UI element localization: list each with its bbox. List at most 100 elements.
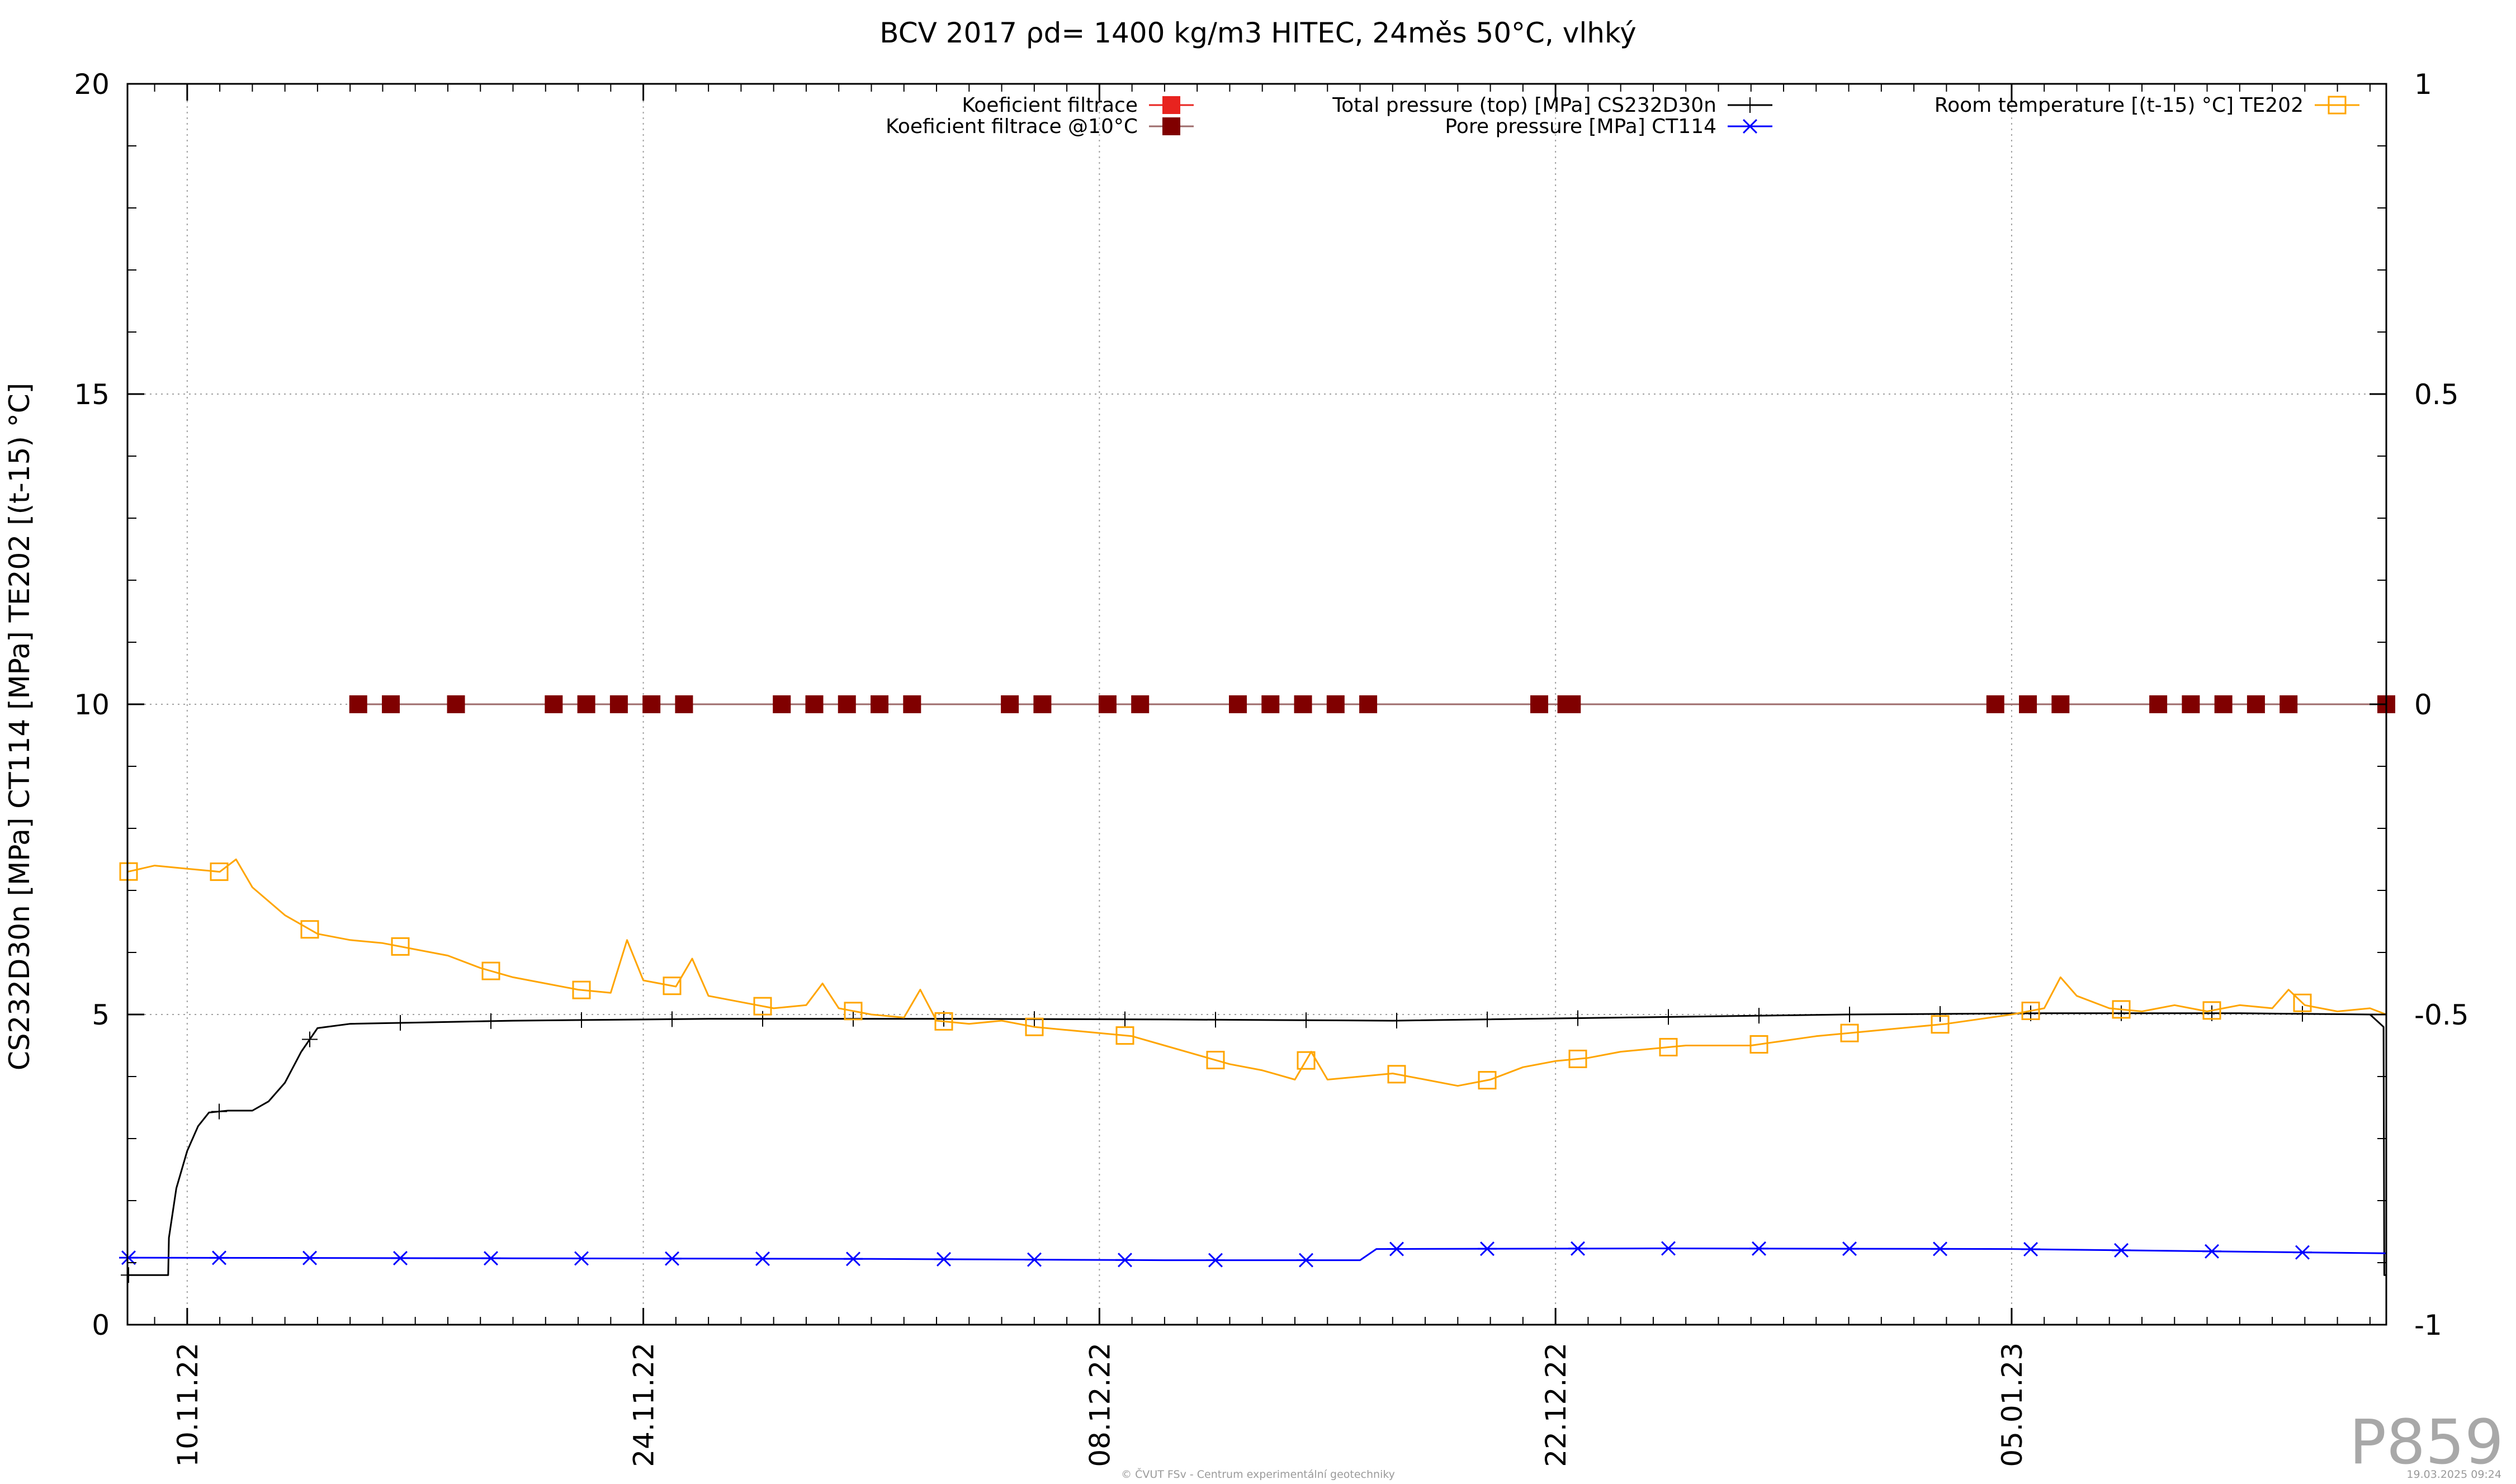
- data-point: [1387, 1241, 1406, 1257]
- legend-label: Room temperature [(t-15) °C] TE202: [1935, 94, 2304, 117]
- y2-tick-label: 0.5: [2414, 378, 2459, 411]
- data-point: [1298, 1012, 1314, 1028]
- axes: 0 5 10 15 20 -1 -0.5 0 0.5 1 10.11.22 24.11.22 08.12…: [74, 68, 2468, 1467]
- legend-label: Pore pressure [MPa] CT114: [1445, 115, 1716, 138]
- data-point: [119, 862, 138, 881]
- data-point: [447, 695, 465, 713]
- data-point: [1206, 1253, 1225, 1268]
- x-tick-label: 08.12.22: [1084, 1343, 1116, 1467]
- data-point: [1751, 1008, 1767, 1024]
- data-point: [1294, 695, 1312, 713]
- data-point: [1931, 1015, 1950, 1034]
- x-tick-label: 10.11.22: [172, 1343, 204, 1467]
- data-point: [1659, 1037, 1678, 1056]
- data-point: [391, 937, 410, 956]
- data-point: [302, 1031, 318, 1047]
- y-axis-title: CS232D30n [MPa] CT114 [MPa] TE202 [(t-15…: [3, 383, 36, 1070]
- legend-sample-marker: [1162, 96, 1180, 114]
- y2-tick-label: -0.5: [2414, 999, 2469, 1031]
- data-point: [211, 1103, 227, 1120]
- data-point: [1568, 1049, 1587, 1068]
- data-point: [2247, 695, 2265, 713]
- data-point: [392, 1014, 408, 1031]
- data-point: [1661, 1009, 1676, 1025]
- data-point: [838, 695, 856, 713]
- series-3: [119, 1241, 2387, 1268]
- data-point: [1206, 1051, 1225, 1070]
- watermark: P859: [2349, 1406, 2504, 1478]
- data-point: [1840, 1023, 1859, 1042]
- data-point: [1131, 695, 1150, 713]
- data-point: [773, 695, 791, 713]
- data-point: [934, 1251, 953, 1267]
- data-point: [2149, 695, 2168, 713]
- data-point: [1530, 695, 1548, 713]
- y-tick-label: 5: [92, 999, 110, 1031]
- data-point: [2202, 1001, 2221, 1020]
- data-point: [2279, 695, 2298, 713]
- data-point: [1359, 695, 1378, 713]
- data-point: [1570, 1010, 1586, 1026]
- data-point: [1749, 1035, 1768, 1054]
- data-point: [481, 961, 500, 980]
- data-point: [805, 695, 824, 713]
- y2-tick-label: 0: [2414, 689, 2432, 721]
- data-point: [210, 1250, 229, 1265]
- data-point: [1931, 1241, 1950, 1257]
- legend-entry: Koeficient filtrace: [962, 94, 1194, 117]
- data-point: [1749, 1241, 1768, 1256]
- data-point: [572, 980, 591, 999]
- data-point: [1932, 1006, 1948, 1022]
- data-point: [545, 695, 563, 713]
- data-point: [2214, 695, 2233, 713]
- data-point: [121, 1267, 136, 1283]
- series-2: [121, 1005, 2386, 1283]
- legend-entry: Koeficient filtrace @10°C: [886, 115, 1194, 138]
- x-tick-label: 05.01.23: [1996, 1343, 2028, 1467]
- data-point: [1261, 695, 1280, 713]
- data-point: [1659, 1241, 1678, 1256]
- data-point: [349, 695, 367, 713]
- data-point: [2021, 1002, 2040, 1021]
- data-point: [2293, 1245, 2312, 1260]
- data-point: [755, 1011, 770, 1027]
- data-point: [663, 1251, 682, 1266]
- legend-label: Koeficient filtrace: [962, 94, 1138, 117]
- data-point: [1098, 695, 1117, 713]
- data-point: [2112, 1000, 2131, 1019]
- data-point: [1478, 1241, 1497, 1257]
- data-point: [609, 695, 628, 713]
- data-point: [903, 695, 921, 713]
- series-line: [127, 859, 2387, 1087]
- series-line: [127, 1248, 2387, 1262]
- legend-sample-marker: [2328, 96, 2347, 115]
- data-point: [1389, 1013, 1404, 1029]
- y-tick-label: 20: [74, 68, 110, 101]
- data-point: [1478, 1071, 1497, 1090]
- data-point: [753, 1251, 772, 1266]
- x-tick-label: 24.11.22: [628, 1343, 660, 1467]
- data-point: [1840, 1241, 1859, 1257]
- data-point: [1842, 1006, 1857, 1022]
- y2-tick-label: 1: [2414, 68, 2432, 101]
- data-point: [2202, 1244, 2221, 1259]
- data-point: [391, 1250, 410, 1265]
- data-point: [2295, 1006, 2310, 1022]
- data-point: [210, 862, 229, 881]
- legend-label: Koeficient filtrace @10°C: [886, 115, 1138, 138]
- legend-entry: Total pressure (top) [MPa] CS232D30n: [1332, 94, 1772, 117]
- data-point: [663, 976, 682, 995]
- data-point: [1208, 1012, 1223, 1028]
- data-point: [1025, 1017, 1044, 1036]
- y2-tick-label: -1: [2414, 1309, 2442, 1341]
- data-point: [1115, 1026, 1134, 1045]
- data-point: [1033, 695, 1052, 713]
- data-point: [642, 695, 661, 713]
- legend-sample-marker: [1742, 97, 1758, 113]
- footer-credit: © ČVUT FSv - Centrum experimentální geot…: [1121, 1467, 1395, 1481]
- data-point: [1387, 1065, 1406, 1084]
